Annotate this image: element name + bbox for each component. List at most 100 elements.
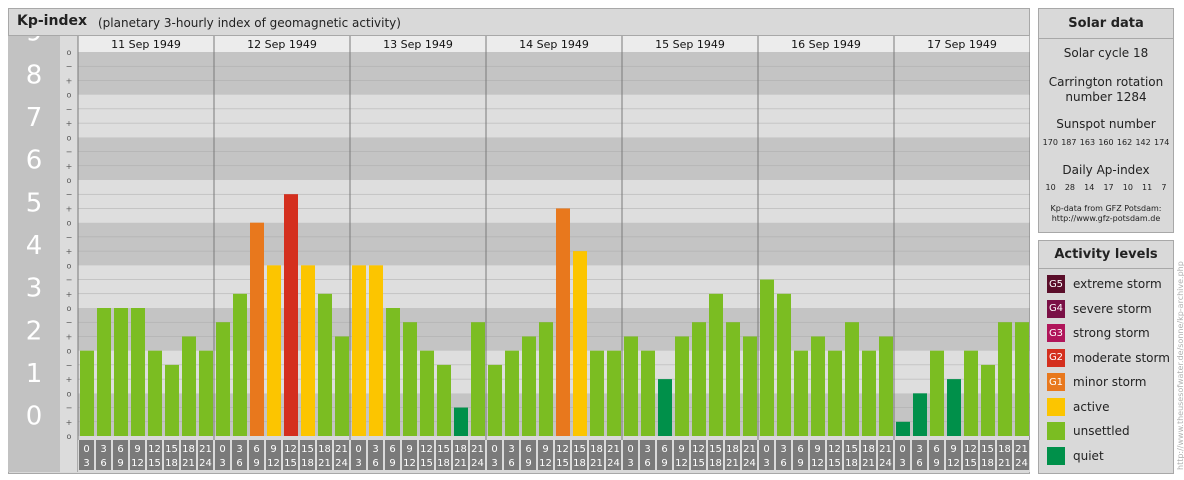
ap-value-5: 11 bbox=[1142, 183, 1153, 192]
interval-start-label: 0 bbox=[491, 444, 497, 455]
kp-bar bbox=[352, 265, 366, 436]
y-tick-label-6: 6 bbox=[26, 146, 43, 176]
kp-bar bbox=[981, 364, 995, 436]
level-swatch: G3 bbox=[1047, 324, 1065, 342]
interval-start-label: 18 bbox=[862, 444, 875, 455]
interval-cell bbox=[708, 440, 723, 470]
interval-start-label: 9 bbox=[678, 444, 684, 455]
kp-bar bbox=[420, 350, 434, 436]
interval-cell bbox=[827, 440, 842, 470]
activity-levels-title: Activity levels bbox=[1039, 241, 1173, 269]
level-band-8 bbox=[78, 52, 1030, 95]
interval-end-label: 21 bbox=[998, 458, 1011, 469]
y-tick-label-8: 8 bbox=[26, 60, 43, 90]
interval-end-label: 18 bbox=[573, 458, 586, 469]
interval-end-label: 24 bbox=[335, 458, 348, 469]
interval-cell bbox=[504, 440, 519, 470]
interval-start-label: 9 bbox=[542, 444, 548, 455]
interval-start-label: 9 bbox=[270, 444, 276, 455]
ap-values: 10 28 14 17 10 11 7 bbox=[1039, 183, 1173, 192]
interval-cell bbox=[997, 440, 1012, 470]
interval-end-label: 9 bbox=[389, 458, 395, 469]
minor-axis-background bbox=[60, 36, 78, 472]
interval-cell bbox=[980, 440, 995, 470]
kp-bar bbox=[539, 322, 553, 436]
kp-bar bbox=[828, 350, 842, 436]
kp-bar bbox=[794, 350, 808, 436]
interval-start-label: 15 bbox=[165, 444, 178, 455]
interval-start-label: 6 bbox=[933, 444, 939, 455]
day-label: 14 Sep 1949 bbox=[519, 38, 589, 51]
interval-cell bbox=[147, 440, 162, 470]
interval-cell bbox=[130, 440, 145, 470]
interval-start-label: 18 bbox=[318, 444, 331, 455]
interval-start-label: 6 bbox=[525, 444, 531, 455]
interval-cell bbox=[334, 440, 349, 470]
kp-bar bbox=[335, 336, 349, 436]
interval-end-label: 18 bbox=[301, 458, 314, 469]
interval-cell bbox=[249, 440, 264, 470]
y-minor-label: o bbox=[67, 347, 72, 356]
interval-start-label: 21 bbox=[471, 444, 484, 455]
level-label: unsettled bbox=[1073, 424, 1130, 438]
interval-cell bbox=[385, 440, 400, 470]
interval-start-label: 15 bbox=[845, 444, 858, 455]
y-minor-label: o bbox=[67, 219, 72, 228]
level-swatch bbox=[1047, 422, 1065, 440]
interval-start-label: 15 bbox=[573, 444, 586, 455]
interval-end-label: 24 bbox=[1015, 458, 1028, 469]
y-tick-label-2: 2 bbox=[26, 316, 43, 346]
kp-bar bbox=[743, 336, 757, 436]
interval-end-label: 6 bbox=[780, 458, 786, 469]
interval-end-label: 9 bbox=[933, 458, 939, 469]
interval-cell bbox=[861, 440, 876, 470]
y-tick-label-9: 9 bbox=[26, 36, 43, 48]
y-minor-label: o bbox=[67, 48, 72, 57]
interval-start-label: 18 bbox=[726, 444, 739, 455]
y-minor-label: + bbox=[66, 76, 73, 85]
kp-bar bbox=[709, 293, 723, 436]
y-minor-label: + bbox=[66, 375, 73, 384]
kp-bar bbox=[777, 293, 791, 436]
interval-end-label: 6 bbox=[916, 458, 922, 469]
interval-start-label: 15 bbox=[709, 444, 722, 455]
chart-title: Kp-index bbox=[17, 13, 87, 29]
interval-end-label: 15 bbox=[420, 458, 433, 469]
kp-bar bbox=[590, 350, 604, 436]
y-minor-label: − bbox=[66, 361, 73, 370]
kp-bar bbox=[301, 265, 315, 436]
solar-data-title: Solar data bbox=[1039, 9, 1173, 39]
ap-value-2: 14 bbox=[1084, 183, 1095, 192]
interval-cell bbox=[572, 440, 587, 470]
interval-end-label: 12 bbox=[811, 458, 824, 469]
interval-cell bbox=[1014, 440, 1029, 470]
interval-end-label: 3 bbox=[899, 458, 905, 469]
kp-chart: 0123456789o+−o+−o+−o+−o+−o+−o+−o+−o+−o11… bbox=[8, 36, 1030, 472]
interval-cell bbox=[164, 440, 179, 470]
interval-cell bbox=[521, 440, 536, 470]
interval-start-label: 9 bbox=[134, 444, 140, 455]
kp-bar bbox=[930, 350, 944, 436]
interval-cell bbox=[589, 440, 604, 470]
interval-start-label: 18 bbox=[590, 444, 603, 455]
source-note-line-1: Kp-data from GFZ Potsdam: bbox=[1050, 204, 1162, 213]
interval-cell bbox=[895, 440, 910, 470]
level-swatch: G4 bbox=[1047, 299, 1065, 318]
y-tick-label-5: 5 bbox=[26, 188, 43, 218]
kp-bar bbox=[182, 336, 196, 436]
ap-value-4: 10 bbox=[1122, 183, 1133, 192]
kp-bar bbox=[726, 322, 740, 436]
ap-title: Daily Ap-index bbox=[1062, 163, 1150, 177]
carrington-line-2: number 1284 bbox=[1065, 90, 1147, 104]
day-header-strip bbox=[78, 36, 1030, 52]
activity-level-unsettled: unsettled bbox=[1047, 422, 1130, 440]
interval-start-label: 15 bbox=[301, 444, 314, 455]
y-minor-label: + bbox=[66, 247, 73, 256]
interval-cell bbox=[436, 440, 451, 470]
source-note-line-2: http://www.gfz-potsdam.de bbox=[1051, 214, 1161, 223]
interval-end-label: 9 bbox=[253, 458, 259, 469]
activity-level-extreme-storm: G5 extreme storm bbox=[1047, 275, 1162, 293]
kp-bar bbox=[913, 393, 927, 436]
day-label: 13 Sep 1949 bbox=[383, 38, 453, 51]
interval-cell bbox=[368, 440, 383, 470]
